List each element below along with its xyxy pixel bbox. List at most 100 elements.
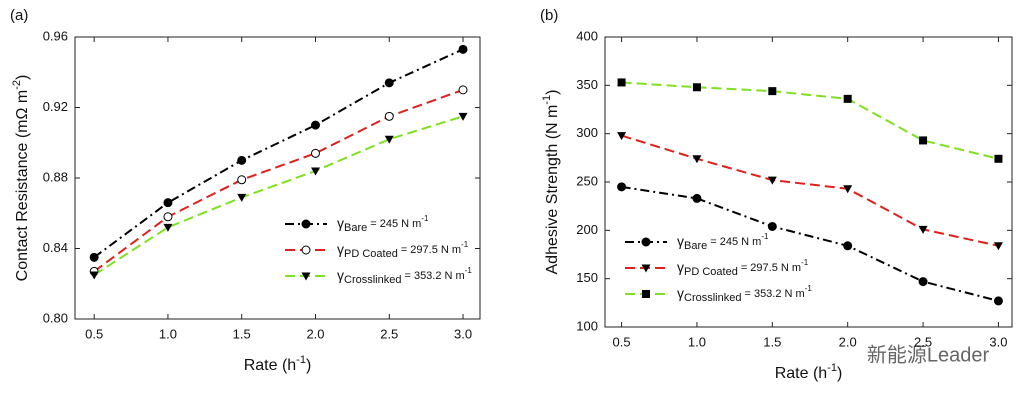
panel-label: (a)	[10, 7, 28, 24]
y-tick-label: 300	[576, 125, 598, 140]
marker	[918, 225, 928, 234]
legend-marker	[641, 264, 651, 273]
legend-symbol: γ	[677, 233, 684, 249]
marker	[384, 135, 394, 144]
x-axis-label-text: Rate (h	[244, 357, 296, 374]
x-axis-label: Rate (h-1)	[775, 362, 843, 382]
x-axis-label-sup: -1	[827, 362, 837, 374]
series-line	[93, 115, 464, 276]
series-line	[93, 48, 464, 259]
y-tick-label: 0.84	[43, 240, 68, 255]
marker	[384, 111, 394, 121]
x-tick-label: 1.5	[233, 326, 251, 341]
legend-subscript: Bare	[684, 240, 707, 252]
legend-subscript: Bare	[344, 222, 367, 234]
legend-text: = 297.5 N m	[741, 262, 801, 274]
marker	[384, 78, 394, 88]
legend-label: γPD Coated = 297.5 N m-1	[337, 240, 469, 260]
y-tick-label: 150	[576, 270, 598, 285]
marker	[163, 212, 173, 222]
legend-subscript: Crosslinked	[684, 292, 741, 304]
y-axis-label-end: )	[544, 90, 561, 95]
y-tick-label: 0.80	[43, 310, 68, 325]
y-axis-label-sup: -2	[11, 80, 23, 90]
legend-text: = 297.5 N m	[401, 244, 461, 256]
legend-superscript: -1	[461, 240, 469, 249]
marker	[89, 271, 99, 280]
legend-marker	[301, 219, 311, 229]
legend-subscript: PD Coated	[684, 266, 738, 278]
marker	[993, 242, 1003, 251]
legend-marker	[641, 237, 651, 247]
legend-text: = 353.2 N m	[404, 270, 464, 282]
y-axis-label: Contact Resistance (mΩ m-2)	[11, 75, 31, 282]
x-axis-label-end: )	[306, 357, 311, 374]
x-tick-label: 3.0	[989, 334, 1007, 349]
marker	[237, 193, 247, 202]
marker	[310, 167, 320, 176]
legend-label: γBare = 245 N m-1	[677, 232, 769, 252]
series-line	[621, 134, 999, 247]
y-tick-label: 100	[576, 318, 598, 333]
y-tick-label: 200	[576, 222, 598, 237]
x-tick-label: 2.5	[380, 326, 398, 341]
x-tick-label: 3.0	[454, 326, 472, 341]
legend-symbol: γ	[677, 285, 684, 301]
marker	[458, 112, 468, 121]
marker	[163, 198, 173, 208]
marker	[692, 193, 702, 203]
y-tick-label: 0.92	[43, 99, 68, 114]
watermark: 新能源Leader	[867, 343, 990, 366]
x-axis-label-end: )	[837, 365, 842, 382]
y-tick-label: 350	[576, 77, 598, 92]
marker	[163, 223, 173, 232]
legend-label: γCrosslinked = 353.2 N m-1	[677, 284, 812, 304]
legend-symbol: γ	[677, 259, 684, 275]
legend-label: γCrosslinked = 353.2 N m-1	[337, 266, 472, 286]
marker	[458, 44, 468, 54]
legend-subscript: Crosslinked	[344, 274, 401, 286]
legend-marker	[642, 290, 650, 298]
legend-text: = 353.2 N m	[744, 288, 804, 300]
y-tick-label: 0.88	[43, 169, 68, 184]
y-axis-label-sup: -1	[541, 95, 553, 105]
marker	[767, 176, 777, 185]
legend-marker	[301, 272, 311, 281]
series-line	[93, 88, 464, 273]
legend-superscript: -1	[465, 266, 473, 275]
marker	[767, 221, 777, 231]
y-tick-label: 0.96	[43, 28, 68, 43]
marker	[237, 175, 247, 185]
legend-superscript: -1	[761, 232, 769, 241]
x-tick-label: 2.0	[839, 334, 857, 349]
marker	[692, 155, 702, 164]
legend-marker	[301, 245, 311, 255]
x-tick-label: 2.0	[306, 326, 324, 341]
legend-superscript: -1	[805, 284, 813, 293]
marker	[843, 241, 853, 251]
legend-superscript: -1	[801, 258, 809, 267]
legend-superscript: -1	[421, 214, 429, 223]
x-axis-label: Rate (h-1)	[244, 354, 312, 374]
marker	[617, 78, 626, 87]
x-tick-label: 1.0	[159, 326, 177, 341]
x-tick-label: 1.5	[763, 334, 781, 349]
marker	[993, 296, 1003, 306]
series-line	[621, 185, 999, 302]
x-tick-label: 0.5	[613, 334, 631, 349]
y-axis-label-end: )	[14, 75, 31, 80]
marker	[919, 136, 928, 145]
y-tick-label: 250	[576, 173, 598, 188]
legend-symbol: γ	[337, 215, 344, 231]
legend-label: γBare = 245 N m-1	[337, 214, 429, 234]
marker	[918, 277, 928, 287]
y-tick-label: 400	[576, 28, 598, 43]
marker	[617, 132, 627, 141]
y-axis-label-text: Adhesive Strength (N m	[544, 105, 561, 275]
marker	[768, 87, 777, 96]
marker	[458, 85, 468, 95]
y-axis-label: Adhesive Strength (N m-1)	[541, 90, 561, 275]
legend-symbol: γ	[337, 241, 344, 257]
marker	[237, 155, 247, 165]
